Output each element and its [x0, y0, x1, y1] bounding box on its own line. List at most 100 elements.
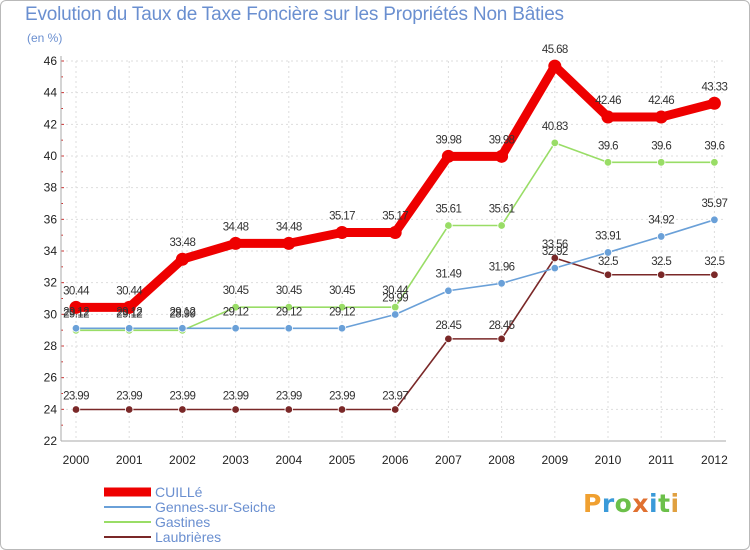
data-label: 23.97 [382, 390, 408, 402]
y-tick-label: 28 [44, 339, 58, 353]
data-label: 31.96 [489, 261, 515, 273]
data-label: 35.61 [436, 204, 462, 216]
data-label: 34.92 [648, 214, 674, 226]
data-point [710, 215, 719, 225]
data-label: 29.12 [329, 306, 355, 318]
x-tick-label: 2001 [116, 453, 143, 467]
data-label: 30.45 [329, 285, 355, 297]
x-tick-label: 2000 [63, 453, 90, 467]
y-tick-label: 30 [44, 307, 58, 321]
x-tick-label: 2002 [169, 453, 196, 467]
data-point [657, 158, 666, 167]
data-label: 23.99 [116, 390, 142, 402]
series-points [69, 59, 721, 414]
y-tick-label: 24 [44, 402, 58, 416]
data-label: 35.17 [382, 210, 408, 222]
data-point [710, 158, 719, 167]
data-point [124, 405, 134, 414]
data-label: 34.48 [276, 221, 302, 233]
y-tick-label: 36 [44, 212, 58, 226]
y-tick-label: 42 [44, 117, 58, 131]
data-point [444, 286, 453, 295]
x-tick-label: 2012 [701, 453, 728, 467]
data-label: 32.92 [542, 246, 568, 258]
data-point [710, 270, 719, 279]
data-label: 43.33 [702, 81, 728, 93]
data-point [391, 310, 400, 319]
proxiti-logo: Proxiti [583, 489, 680, 518]
data-label: 29.12 [276, 306, 302, 318]
y-tick-label: 22 [44, 434, 58, 448]
y-tick-label: 38 [44, 181, 58, 195]
data-label: 31.49 [436, 269, 462, 281]
data-point [550, 253, 559, 263]
data-label: 42.46 [648, 95, 674, 107]
chart-title: Evolution du Taux de Taxe Foncière sur l… [25, 4, 564, 25]
data-point [391, 405, 400, 414]
data-point [335, 225, 349, 239]
data-label: 33.91 [595, 230, 621, 242]
x-tick-label: 2008 [488, 453, 515, 467]
data-point [69, 300, 83, 314]
data-point [603, 158, 613, 167]
data-point [497, 279, 506, 288]
data-label: 29.12 [116, 306, 142, 318]
logo-letter: r [601, 489, 615, 518]
data-label: 23.99 [276, 390, 302, 402]
data-label: 30.45 [223, 285, 249, 297]
data-label: 39.98 [489, 134, 515, 146]
data-point [550, 138, 559, 148]
data-point [497, 221, 506, 230]
grid-lines [61, 60, 726, 442]
chart-subtitle: (en %) [27, 31, 63, 45]
data-point [657, 270, 666, 279]
data-label: 29.12 [63, 306, 89, 318]
data-point [444, 221, 453, 230]
data-label: 33.56 [542, 239, 568, 251]
x-tick-label: 2004 [275, 453, 302, 467]
legend-label: CUILLé [155, 484, 203, 500]
legend-label: Gennes-sur-Seiche [155, 499, 276, 515]
data-label: 30.44 [63, 285, 90, 297]
data-label: 29.12 [116, 308, 142, 320]
legend-label: Gastines [155, 514, 210, 530]
y-tick-label: 44 [44, 86, 58, 100]
data-label: 28.45 [489, 320, 515, 332]
legend-label: Laubrières [155, 529, 221, 545]
data-point [603, 248, 613, 257]
data-label: 33.48 [170, 237, 196, 249]
data-point [601, 110, 615, 124]
data-label: 35.17 [329, 210, 355, 222]
data-label: 30.45 [276, 285, 302, 297]
logo-letter: x [632, 489, 649, 518]
data-point [175, 252, 189, 266]
data-label: 29.12 [170, 306, 196, 318]
data-point [229, 236, 243, 250]
data-point [284, 303, 293, 312]
data-label: 29.12 [63, 308, 89, 320]
logo-letter: o [614, 489, 633, 518]
data-label: 28.99 [170, 308, 196, 320]
data-point [550, 263, 559, 273]
data-point [284, 405, 293, 414]
logo-letter: i [670, 489, 680, 518]
y-tick-label: 40 [44, 149, 58, 163]
logo-letter: i [649, 489, 659, 518]
data-label: 45.68 [542, 44, 568, 56]
data-point [71, 324, 81, 333]
data-point [548, 59, 562, 73]
data-point [441, 149, 455, 163]
x-tick-label: 2009 [541, 453, 568, 467]
data-label: 39.98 [436, 134, 462, 146]
data-label: 23.99 [63, 390, 89, 402]
data-point [497, 334, 506, 344]
logo-letter: t [658, 489, 671, 518]
data-label: 39.6 [598, 140, 618, 152]
data-point [388, 225, 402, 239]
x-tick-label: 2005 [329, 453, 356, 467]
data-label: 35.97 [702, 198, 728, 210]
logo-letter: P [583, 489, 602, 518]
data-point [444, 334, 453, 344]
x-tick-label: 2003 [222, 453, 249, 467]
